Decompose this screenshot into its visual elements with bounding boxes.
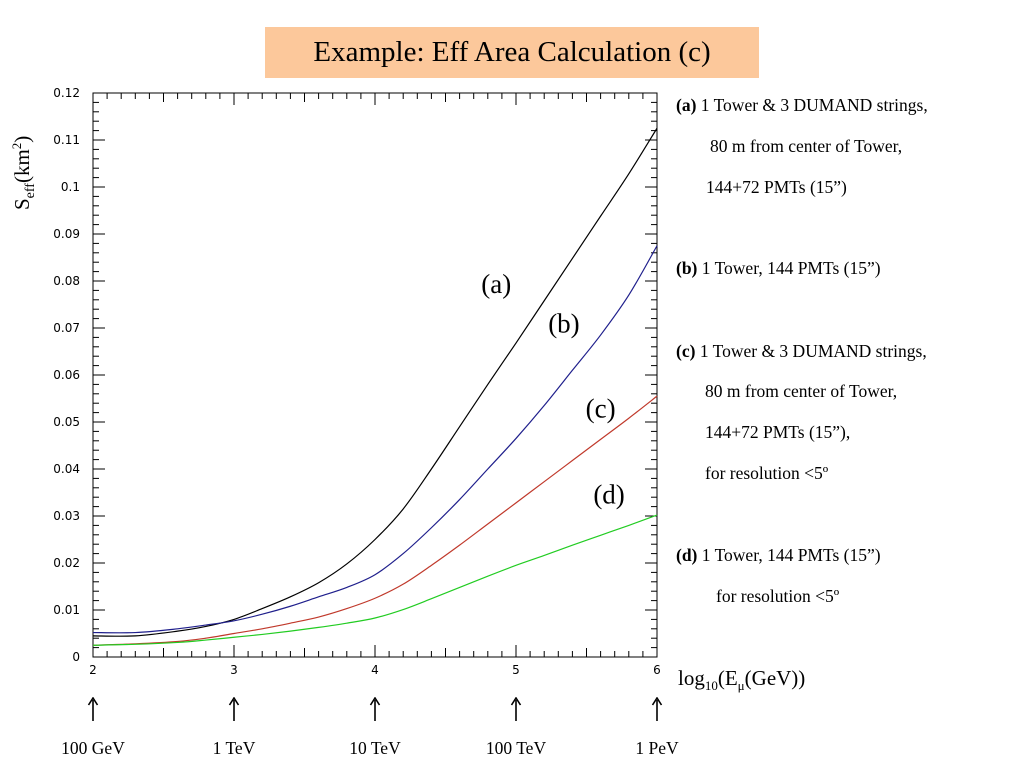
up-arrow-icon (369, 697, 381, 721)
y-tick-label: 0.01 (53, 603, 80, 617)
legend-a-tag: (a) (676, 95, 697, 115)
x-axis-label: log10(Eμ(GeV)) (678, 666, 806, 694)
plot-frame (92, 92, 658, 658)
legend-c-line-4: for resolution <5º (705, 463, 829, 483)
legend-d-line-2: for resolution <5º (716, 586, 840, 606)
legend-a-line-3: 144+72 PMTs (15”) (706, 177, 847, 197)
legend-b-tag: (b) (676, 258, 698, 278)
legend-d-line-1: (d) 1 Tower, 144 PMTs (15”) (676, 545, 881, 565)
legend-d-tag: (d) (676, 545, 698, 565)
curve-label-a: (a) (481, 269, 511, 299)
series-line-b (92, 245, 658, 634)
series-line-d (92, 514, 658, 646)
curve-label-d: (d) (593, 479, 624, 509)
slide-title-text: Example: Eff Area Calculation (c) (313, 36, 711, 68)
x-tick-label: 2 (89, 663, 97, 677)
energy-label: 10 TeV (349, 738, 401, 758)
energy-label: 100 TeV (485, 738, 547, 758)
y-tick-label: 0.04 (53, 462, 80, 476)
y-tick-label: 0.07 (53, 321, 80, 335)
y-tick-label: 0.08 (53, 274, 80, 288)
y-tick-label: 0 (72, 650, 80, 664)
legend-c-line-2: 80 m from center of Tower, (705, 381, 898, 401)
legend: (a) 1 Tower & 3 DUMAND strings, 80 m fro… (676, 95, 1016, 635)
legend-a-line-2: 80 m from center of Tower, (710, 136, 903, 156)
x-tick-label: 5 (512, 663, 520, 677)
y-tick-label: 0.11 (53, 133, 80, 147)
legend-a-line-1: (a) 1 Tower & 3 DUMAND strings, (676, 95, 928, 115)
y-tick-label: 0.02 (53, 556, 80, 570)
up-arrow-icon (228, 697, 240, 721)
slide-title: Example: Eff Area Calculation (c) (265, 27, 759, 78)
y-tick-label: 0.1 (61, 180, 80, 194)
y-axis-label: Seff(km2) (9, 135, 39, 210)
x-tick-label: 6 (653, 663, 661, 677)
curve-label-c: (c) (586, 393, 616, 423)
x-tick-label: 3 (230, 663, 238, 677)
y-tick-label: 0.09 (53, 227, 80, 241)
up-arrow-icon (651, 697, 663, 721)
y-tick-label: 0.06 (53, 368, 80, 382)
x-tick-label: 4 (371, 663, 379, 677)
series-line-c (92, 395, 658, 646)
energy-label: 100 GeV (61, 738, 125, 758)
legend-c-line-1: (c) 1 Tower & 3 DUMAND strings, (676, 341, 927, 361)
y-tick-label: 0.12 (53, 86, 80, 100)
series-line-a (92, 127, 658, 637)
energy-label: 1 TeV (212, 738, 256, 758)
up-arrow-icon (87, 697, 99, 721)
legend-c-line-3: 144+72 PMTs (15”), (705, 422, 851, 442)
energy-label: 1 PeV (635, 738, 679, 758)
y-tick-label: 0.05 (53, 415, 80, 429)
curve-label-b: (b) (548, 309, 579, 339)
legend-c-tag: (c) (676, 341, 696, 361)
up-arrow-icon (510, 697, 522, 721)
legend-b-line-1: (b) 1 Tower, 144 PMTs (15”) (676, 258, 881, 278)
y-tick-label: 0.03 (53, 509, 80, 523)
